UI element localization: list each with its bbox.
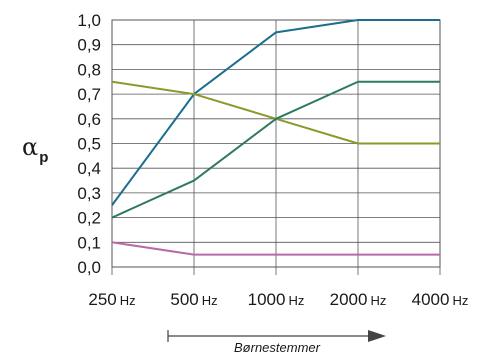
y-axis-ticks: 0,0 0,1 0,2 0,3 0,4 0,5 0,6 0,7 0,8 0,9 1,0 xyxy=(77,11,101,277)
series-line-1 xyxy=(111,19,440,206)
y-axis-label-sub: p xyxy=(39,149,48,166)
x-tick-label: 250 Hz xyxy=(88,290,135,309)
y-axis-label-main: α xyxy=(22,133,38,161)
y-tick-label: 0,8 xyxy=(77,60,101,79)
y-tick-label: 0,2 xyxy=(77,209,101,228)
y-axis-label: αp xyxy=(22,133,48,166)
y-tick-label: 0,7 xyxy=(77,85,101,104)
x-tick-label: 1000 Hz xyxy=(248,290,305,309)
y-tick-label: 0,4 xyxy=(77,159,101,178)
arrow-label: Børnestemmer xyxy=(234,340,321,353)
series-line-4 xyxy=(111,241,440,256)
series-line-3 xyxy=(111,80,440,219)
x-tick-label: 2000 Hz xyxy=(330,290,387,309)
grid xyxy=(111,19,441,275)
child-voices-arrow: Børnestemmer xyxy=(167,330,386,353)
y-tick-label: 0,0 xyxy=(77,258,101,277)
arrow-head xyxy=(368,330,386,342)
y-tick-label: 0,9 xyxy=(77,36,101,55)
y-tick-label: 0,5 xyxy=(77,135,101,154)
y-tick-label: 0,3 xyxy=(77,184,101,203)
y-tick-label: 0,1 xyxy=(77,233,101,252)
series-lines xyxy=(111,19,440,256)
y-tick-label: 0,6 xyxy=(77,110,101,129)
x-axis-ticks: 250 Hz 500 Hz 1000 Hz 2000 Hz 4000 Hz xyxy=(88,290,468,309)
x-tick-label: 4000 Hz xyxy=(412,290,469,309)
x-tick-label: 500 Hz xyxy=(170,290,217,309)
y-tick-label: 1,0 xyxy=(77,11,101,30)
